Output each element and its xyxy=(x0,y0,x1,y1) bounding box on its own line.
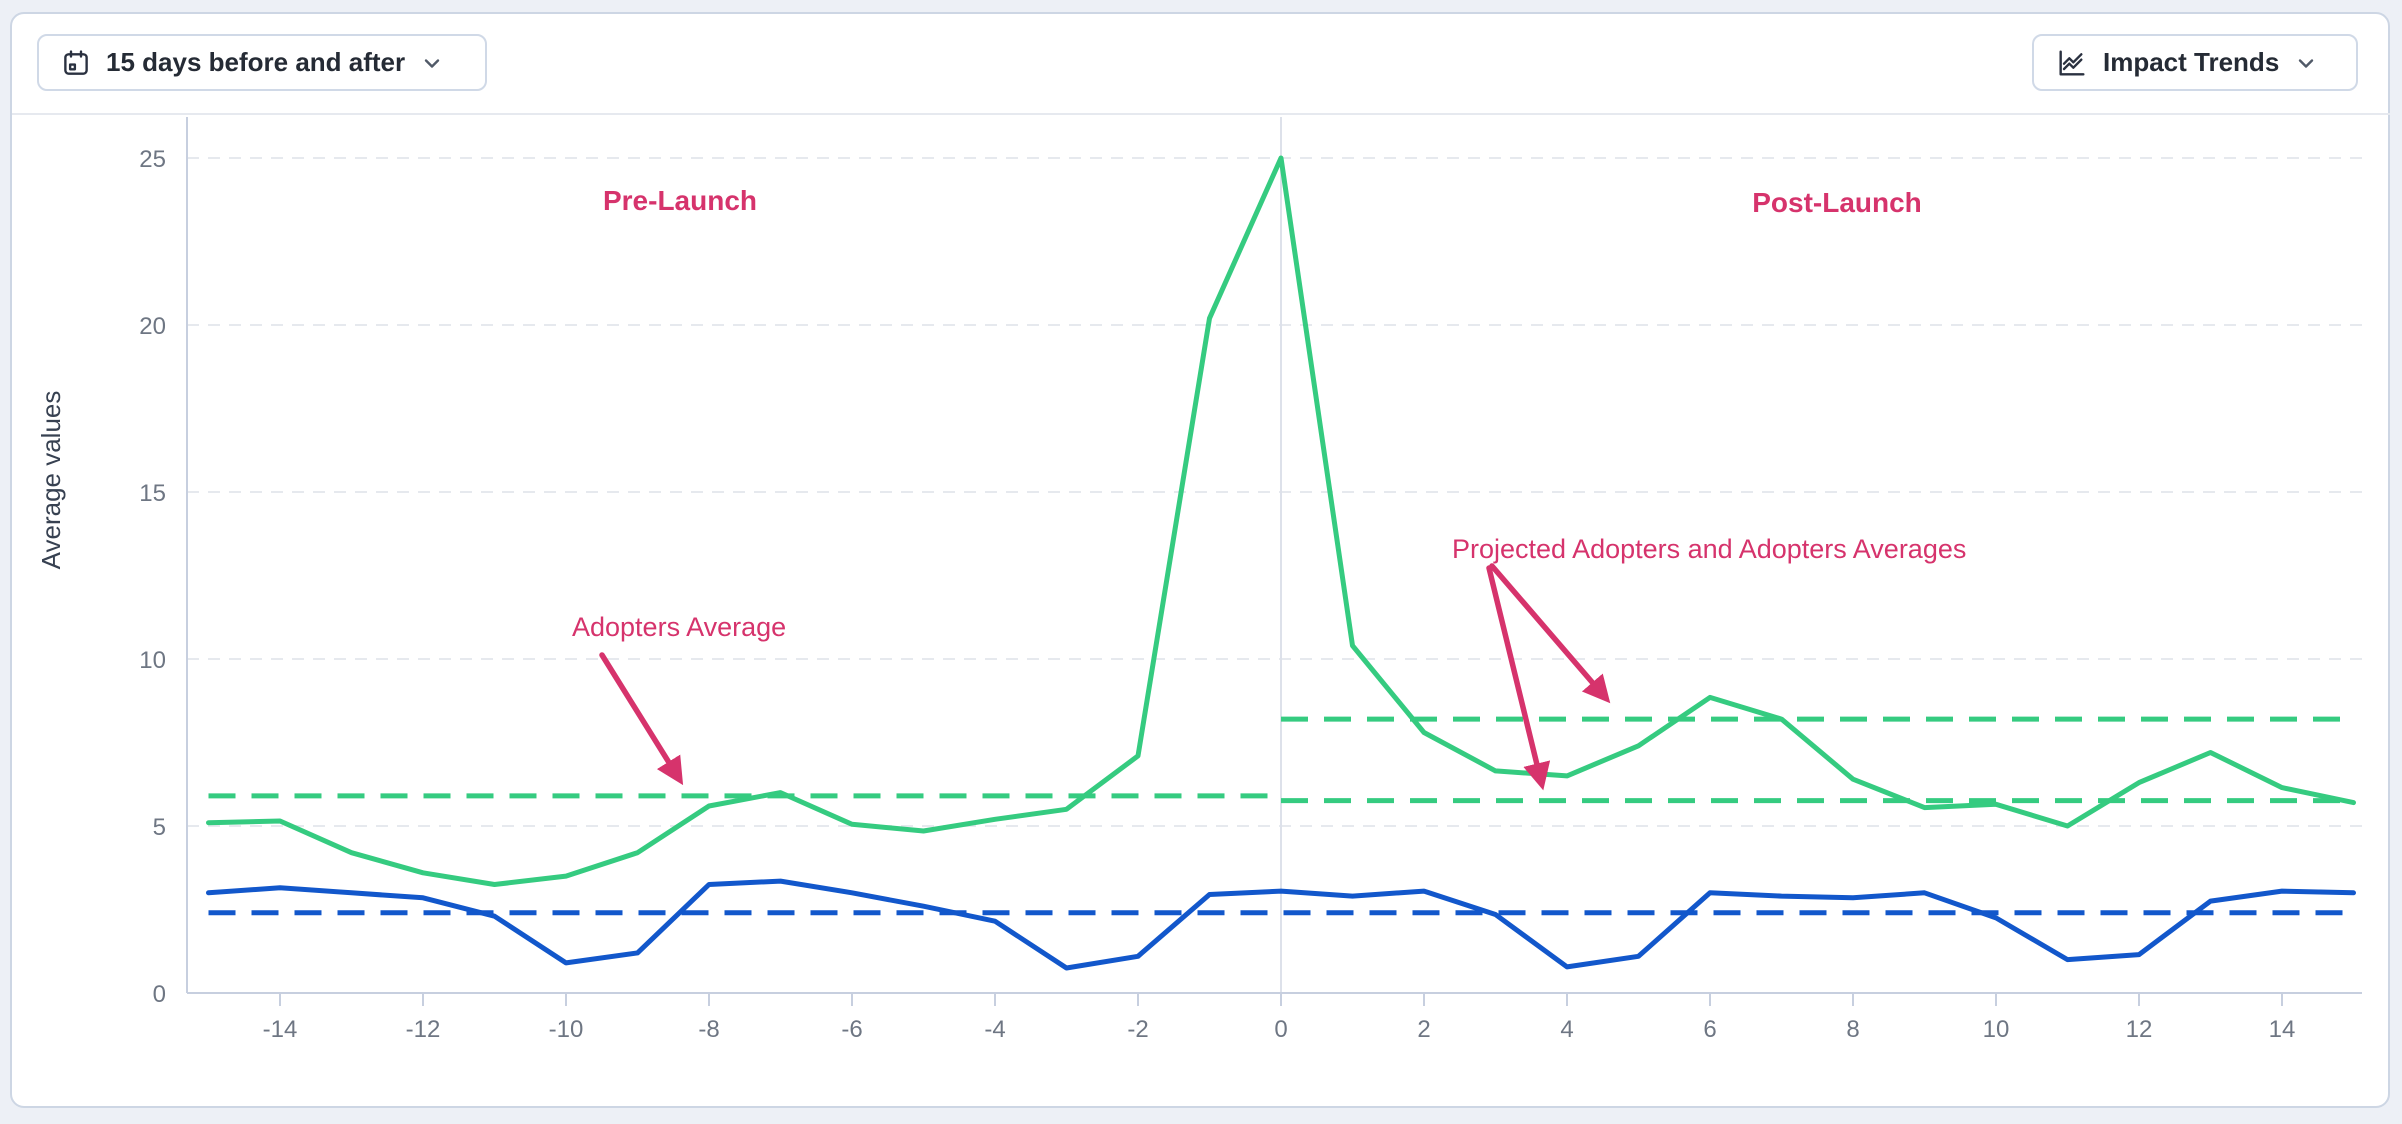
x-tick-label: -8 xyxy=(698,1016,719,1043)
chevron-down-icon xyxy=(2294,51,2318,75)
annotation-adopters-average: Adopters Average xyxy=(572,612,786,642)
series-line-0 xyxy=(206,155,2356,887)
annotation-arrow-2 xyxy=(1486,565,1551,791)
y-tick-label: 15 xyxy=(139,480,166,507)
average-lines xyxy=(208,716,2354,916)
x-tick-label: -14 xyxy=(263,1016,298,1043)
toolbar-divider xyxy=(12,113,2390,115)
series-line-1 xyxy=(206,878,2356,971)
annotation-projected-averages: Projected Adopters and Adopters Averages xyxy=(1452,534,1966,564)
x-tick-label: 14 xyxy=(2269,1016,2296,1043)
y-axis-title: Average values xyxy=(36,391,66,570)
axes xyxy=(186,117,2362,994)
x-tick-label: 4 xyxy=(1560,1016,1573,1043)
annotation-arrow-1 xyxy=(1489,563,1611,704)
x-tick-label: 0 xyxy=(1274,1016,1287,1043)
x-tick-label: -10 xyxy=(549,1016,584,1043)
y-tick-label: 25 xyxy=(139,146,166,173)
calendar-icon xyxy=(61,48,91,78)
x-tick-label: -6 xyxy=(841,1016,862,1043)
x-tick-label: 12 xyxy=(2126,1016,2153,1043)
date-range-label: 15 days before and after xyxy=(106,47,406,77)
x-tick-label: -4 xyxy=(984,1016,1005,1043)
annotation-post-launch: Post-Launch xyxy=(1752,187,1922,218)
y-tick-label: 20 xyxy=(139,313,166,340)
x-tick-label: 2 xyxy=(1417,1016,1430,1043)
y-axis-labels: 0 5 10 15 20 25 xyxy=(139,146,166,1008)
annotations: Pre-Launch Post-Launch Adopters Average Pro… xyxy=(572,185,1966,791)
chevron-down-icon xyxy=(420,51,444,75)
impact-trends-dropdown[interactable]: Impact Trends xyxy=(2032,34,2358,91)
annotation-arrow-0 xyxy=(599,652,684,786)
y-tick-label: 5 xyxy=(153,814,166,841)
x-tick-label: 10 xyxy=(1983,1016,2010,1043)
x-tick-label: -12 xyxy=(406,1016,441,1043)
x-axis-ticks: -14 -12 -10 -8 -6 -4 -2 0 2 4 6 8 10 12 14 xyxy=(263,993,2296,1043)
annotation-pre-launch: Pre-Launch xyxy=(603,185,757,216)
x-tick-label: -2 xyxy=(1127,1016,1148,1043)
y-tick-label: 10 xyxy=(139,647,166,674)
y-tick-label: 0 xyxy=(153,981,166,1008)
impact-trends-label: Impact Trends xyxy=(2103,47,2280,77)
x-tick-label: 6 xyxy=(1703,1016,1716,1043)
line-chart-icon xyxy=(2056,47,2088,79)
dashboard-card xyxy=(10,12,2390,1108)
x-tick-label: 8 xyxy=(1846,1016,1859,1043)
date-range-dropdown[interactable]: 15 days before and after xyxy=(37,34,487,91)
y-gridlines xyxy=(187,157,2362,827)
